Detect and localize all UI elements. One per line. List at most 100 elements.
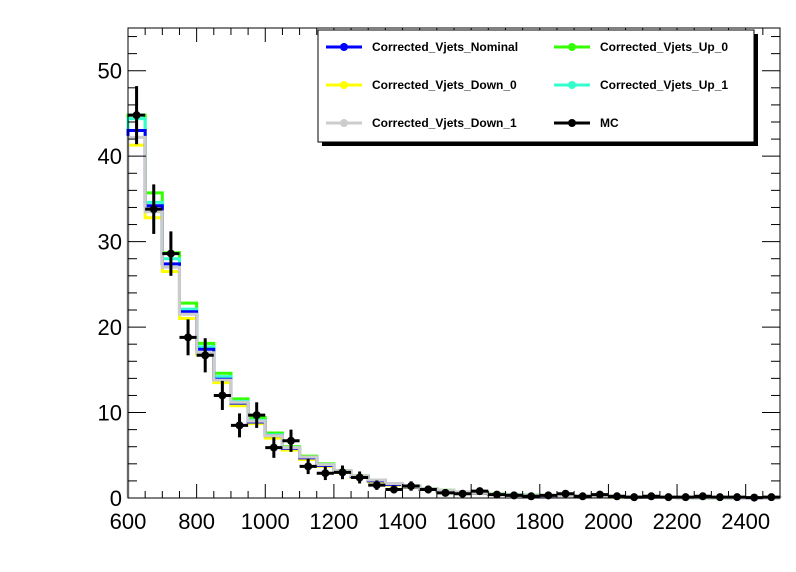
x-tick-label: 800 xyxy=(178,509,215,534)
legend-label: Corrected_Vjets_Up_0 xyxy=(600,40,728,54)
legend-entry: Corrected_Vjets_Up_1 xyxy=(554,78,728,92)
axis-tick-labels: 600 800 1000 1200 1400 1600 1800 2000 2200 2400 0 1… xyxy=(98,59,771,534)
y-tick-label: 20 xyxy=(98,315,122,340)
mc-point xyxy=(213,380,231,410)
legend-label: Corrected_Vjets_Down_0 xyxy=(372,78,517,92)
mc-marker xyxy=(355,473,364,482)
mc-point xyxy=(282,429,300,452)
mc-marker xyxy=(441,488,450,497)
y-tick-label: 10 xyxy=(98,401,122,426)
mc-point xyxy=(385,485,403,494)
mc-marker xyxy=(252,411,261,420)
mc-marker xyxy=(647,492,656,501)
mc-marker xyxy=(561,489,570,498)
mc-marker xyxy=(407,482,416,491)
mc-point xyxy=(145,184,163,234)
legend-marker xyxy=(340,81,348,89)
legend-entry: Corrected_Vjets_Down_0 xyxy=(326,78,517,92)
legend-marker xyxy=(568,81,576,89)
mc-marker xyxy=(578,492,587,501)
x-tick-label: 1400 xyxy=(378,509,427,534)
mc-marker xyxy=(372,481,381,490)
mc-point xyxy=(762,493,780,502)
mc-point xyxy=(402,481,420,491)
mc-point xyxy=(316,466,334,481)
mc-marker xyxy=(613,492,621,501)
mc-point xyxy=(454,489,472,498)
x-tick-label: 2400 xyxy=(721,509,770,534)
mc-marker xyxy=(767,493,776,502)
mc-point xyxy=(471,487,489,496)
mc-marker xyxy=(338,468,347,477)
mc-marker xyxy=(287,436,295,445)
legend-entry: Corrected_Vjets_Down_1 xyxy=(326,116,517,130)
mc-point xyxy=(436,488,454,497)
mc-point xyxy=(230,413,249,438)
mc-marker xyxy=(389,485,398,494)
mc-marker xyxy=(235,421,244,430)
legend-entry: Corrected_Vjets_Nominal xyxy=(326,40,518,54)
y-tick-label: 0 xyxy=(110,486,122,511)
mc-marker xyxy=(681,493,690,502)
mc-point xyxy=(299,458,317,475)
legend-label: Corrected_Vjets_Down_1 xyxy=(372,116,517,130)
x-tick-label: 600 xyxy=(110,509,147,534)
legend-label: Corrected_Vjets_Nominal xyxy=(372,40,518,54)
x-tick-label: 2200 xyxy=(653,509,702,534)
mc-marker xyxy=(698,492,707,501)
mc-marker xyxy=(715,493,724,502)
mc-marker xyxy=(304,462,313,471)
mc-point xyxy=(539,491,557,500)
y-tick-label: 40 xyxy=(98,144,122,169)
x-tick-label: 1000 xyxy=(241,509,290,534)
y-tick-label: 50 xyxy=(98,59,122,84)
mc-point xyxy=(333,465,352,480)
mc-point xyxy=(162,231,180,276)
mc-point xyxy=(556,489,575,498)
mc-marker xyxy=(733,493,742,502)
mc-point xyxy=(179,319,197,356)
legend: Corrected_Vjets_Nominal Corrected_Vjets_U… xyxy=(317,29,758,146)
legend-marker xyxy=(340,119,348,127)
legend-label: Corrected_Vjets_Up_1 xyxy=(600,78,728,92)
mc-marker xyxy=(458,489,467,498)
mc-point xyxy=(368,480,386,490)
mc-marker xyxy=(527,492,536,501)
mc-marker xyxy=(269,443,278,452)
mc-marker xyxy=(218,391,227,400)
mc-marker xyxy=(664,493,673,502)
mc-marker xyxy=(544,491,553,500)
mc-marker xyxy=(475,487,484,496)
mc-marker xyxy=(149,205,158,214)
mc-marker xyxy=(166,249,175,258)
x-tick-label: 1600 xyxy=(447,509,496,534)
mc-point xyxy=(351,471,369,484)
mc-marker xyxy=(595,490,604,499)
legend-marker xyxy=(340,43,348,51)
legend-entry: MC xyxy=(554,116,619,130)
x-tick-label: 1800 xyxy=(515,509,564,534)
mc-marker xyxy=(492,490,501,499)
mc-marker xyxy=(424,485,433,494)
legend-box xyxy=(317,29,755,143)
mc-point xyxy=(728,493,746,502)
mc-point xyxy=(677,493,695,502)
legend-label: MC xyxy=(600,116,619,130)
mc-point xyxy=(196,338,214,373)
mc-point xyxy=(505,491,523,500)
mc-marker xyxy=(510,491,519,500)
mc-marker xyxy=(201,351,210,360)
mc-point xyxy=(248,402,266,428)
mc-marker xyxy=(132,111,141,120)
x-tick-label: 2000 xyxy=(584,509,633,534)
mc-point xyxy=(419,485,437,494)
mc-point xyxy=(265,437,283,458)
mc-marker xyxy=(321,469,330,478)
mc-point xyxy=(128,86,146,145)
legend-entry: Corrected_Vjets_Up_0 xyxy=(554,40,728,54)
mc-point xyxy=(591,490,609,499)
legend-marker xyxy=(568,43,576,51)
mc-marker xyxy=(630,493,639,502)
